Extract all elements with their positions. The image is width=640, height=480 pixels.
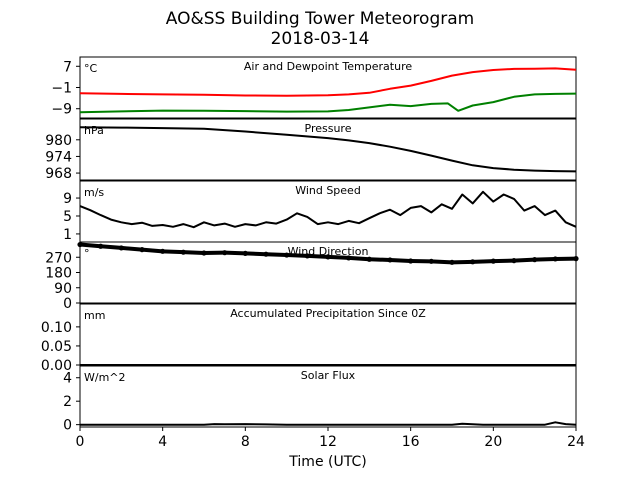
- y-tick-label: 180: [45, 266, 72, 282]
- figure-title: AO&SS Building Tower Meteorogram: [166, 9, 474, 29]
- wind-direction-segment: [284, 253, 310, 258]
- wind-direction-segment: [140, 247, 165, 254]
- y-tick-label: 980: [45, 133, 72, 149]
- x-axis-label: Time (UTC): [288, 454, 366, 470]
- wind-direction-segment: [181, 250, 206, 256]
- unit-label: W/m^2: [84, 371, 126, 384]
- y-tick-label: 4: [63, 371, 72, 387]
- x-tick-label: 16: [402, 434, 420, 450]
- panel-5: 0.10 0.05 0.00 Accumulated Precipitation Si…: [41, 303, 577, 374]
- y-tick-label: 7: [63, 59, 72, 75]
- unit-label: mm: [84, 309, 105, 322]
- figure-subtitle-date: 2018-03-14: [271, 29, 370, 49]
- wind-direction-segment: [491, 258, 516, 264]
- series-line-1: [79, 126, 577, 173]
- x-tick-label: 20: [484, 434, 502, 450]
- wind-direction-segment: [119, 245, 144, 252]
- series-line-1: [79, 190, 577, 229]
- y-tick-label: 968: [45, 166, 72, 182]
- panel-title: Solar Flux: [301, 369, 356, 382]
- y-tick-label: −1: [51, 81, 72, 97]
- x-axis: 0 4 8 12 16 20 24: [76, 427, 585, 450]
- y-tick-label: 0.05: [41, 339, 72, 355]
- y-tick-label: 9: [63, 191, 72, 207]
- wind-direction-segment: [222, 250, 248, 256]
- wind-direction-segment: [305, 253, 330, 259]
- x-tick-label: 8: [241, 434, 250, 450]
- panel-6: 4 2 0 Solar Flux W/m^2: [63, 365, 577, 434]
- y-tick-label: 0.00: [41, 358, 72, 374]
- wind-direction-segment: [367, 257, 392, 262]
- wind-direction-segment: [450, 259, 475, 265]
- y-tick-label: −9: [51, 102, 72, 118]
- x-tick-label: 24: [567, 434, 585, 450]
- y-tick-label: 0.10: [41, 320, 72, 336]
- wind-direction-segment: [264, 252, 289, 258]
- y-tick-label: 1: [63, 227, 72, 243]
- panel-title: Accumulated Precipitation Since 0Z: [230, 307, 426, 320]
- y-tick-label: 0: [63, 296, 72, 312]
- panel-1: 7 −1 −9 Air and Dewpoint Temperature °C: [51, 56, 577, 119]
- series-line-1: [79, 67, 577, 97]
- wind-direction-segment: [512, 257, 537, 263]
- wind-direction-segment: [429, 259, 454, 265]
- y-tick-label: 270: [45, 250, 72, 266]
- panel-frame: [79, 118, 577, 181]
- wind-direction-segment: [160, 249, 186, 255]
- wind-direction-segment: [470, 259, 496, 264]
- panel-title: Pressure: [305, 122, 352, 135]
- series-line-2: [79, 92, 577, 114]
- y-tick-label: 5: [63, 209, 72, 225]
- x-tick-label: 12: [319, 434, 337, 450]
- panel-title: Air and Dewpoint Temperature: [244, 60, 412, 73]
- x-tick-label: 0: [76, 434, 85, 450]
- panel-title: Wind Speed: [295, 184, 361, 197]
- y-tick-label: 2: [63, 394, 72, 410]
- series-line-1: [80, 421, 577, 426]
- wind-direction-segment: [346, 255, 372, 262]
- y-tick-label: 0: [63, 418, 72, 434]
- unit-label: °C: [84, 62, 98, 75]
- x-tick-label: 4: [158, 434, 167, 450]
- y-tick-label: 90: [54, 281, 72, 297]
- unit-label: °: [84, 247, 90, 260]
- wind-direction-segment: [388, 257, 413, 263]
- y-tick-label: 974: [45, 149, 72, 165]
- unit-label: hPa: [84, 124, 104, 137]
- wind-direction-segment: [78, 242, 103, 249]
- wind-direction-segment: [243, 251, 268, 257]
- wind-direction-segment: [532, 256, 558, 262]
- wind-direction-segment: [326, 254, 351, 260]
- wind-direction-segment: [98, 244, 124, 250]
- unit-label: m/s: [84, 186, 104, 199]
- panel-3: 9 5 1 Wind Speed m/s: [63, 180, 577, 243]
